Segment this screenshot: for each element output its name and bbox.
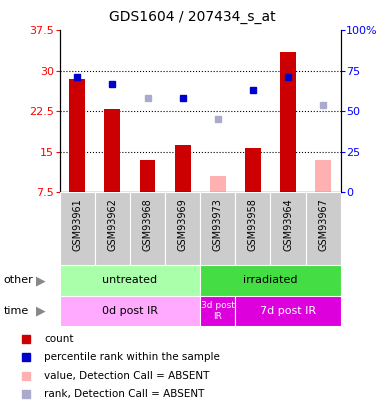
Bar — [165, 192, 200, 265]
Text: ▶: ▶ — [36, 304, 46, 318]
Bar — [235, 296, 341, 326]
Text: GSM93967: GSM93967 — [318, 198, 328, 251]
Text: GSM93973: GSM93973 — [213, 198, 223, 251]
Bar — [69, 79, 85, 192]
Bar — [95, 192, 130, 265]
Text: 0d post IR: 0d post IR — [102, 306, 158, 316]
Bar — [200, 192, 235, 265]
Text: rank, Detection Call = ABSENT: rank, Detection Call = ABSENT — [44, 389, 205, 399]
Bar — [280, 52, 296, 192]
Bar — [245, 148, 261, 192]
Text: value, Detection Call = ABSENT: value, Detection Call = ABSENT — [44, 371, 210, 381]
Bar — [235, 192, 271, 265]
Bar — [60, 296, 200, 326]
Bar — [175, 145, 191, 192]
Text: GSM93962: GSM93962 — [107, 198, 117, 251]
Text: percentile rank within the sample: percentile rank within the sample — [44, 352, 220, 362]
Text: GDS1604 / 207434_s_at: GDS1604 / 207434_s_at — [109, 10, 276, 24]
Text: irradiated: irradiated — [243, 275, 298, 286]
Bar — [130, 192, 165, 265]
Text: 7d post IR: 7d post IR — [260, 306, 316, 316]
Text: GSM93969: GSM93969 — [177, 198, 187, 251]
Text: GSM93968: GSM93968 — [142, 198, 152, 251]
Bar — [104, 109, 120, 192]
Bar — [270, 192, 306, 265]
Text: count: count — [44, 334, 74, 344]
Text: other: other — [4, 275, 33, 286]
Text: GSM93961: GSM93961 — [72, 198, 82, 251]
Text: 3d post
IR: 3d post IR — [201, 301, 235, 320]
Text: GSM93958: GSM93958 — [248, 198, 258, 251]
Text: time: time — [4, 306, 29, 316]
Bar — [200, 296, 235, 326]
Text: untreated: untreated — [102, 275, 157, 286]
Bar — [200, 265, 341, 296]
Bar — [315, 160, 331, 192]
Text: ▶: ▶ — [36, 274, 46, 287]
Bar — [306, 192, 341, 265]
Bar — [60, 192, 95, 265]
Bar — [140, 160, 156, 192]
Bar — [210, 176, 226, 192]
Text: GSM93964: GSM93964 — [283, 198, 293, 251]
Bar — [60, 265, 200, 296]
